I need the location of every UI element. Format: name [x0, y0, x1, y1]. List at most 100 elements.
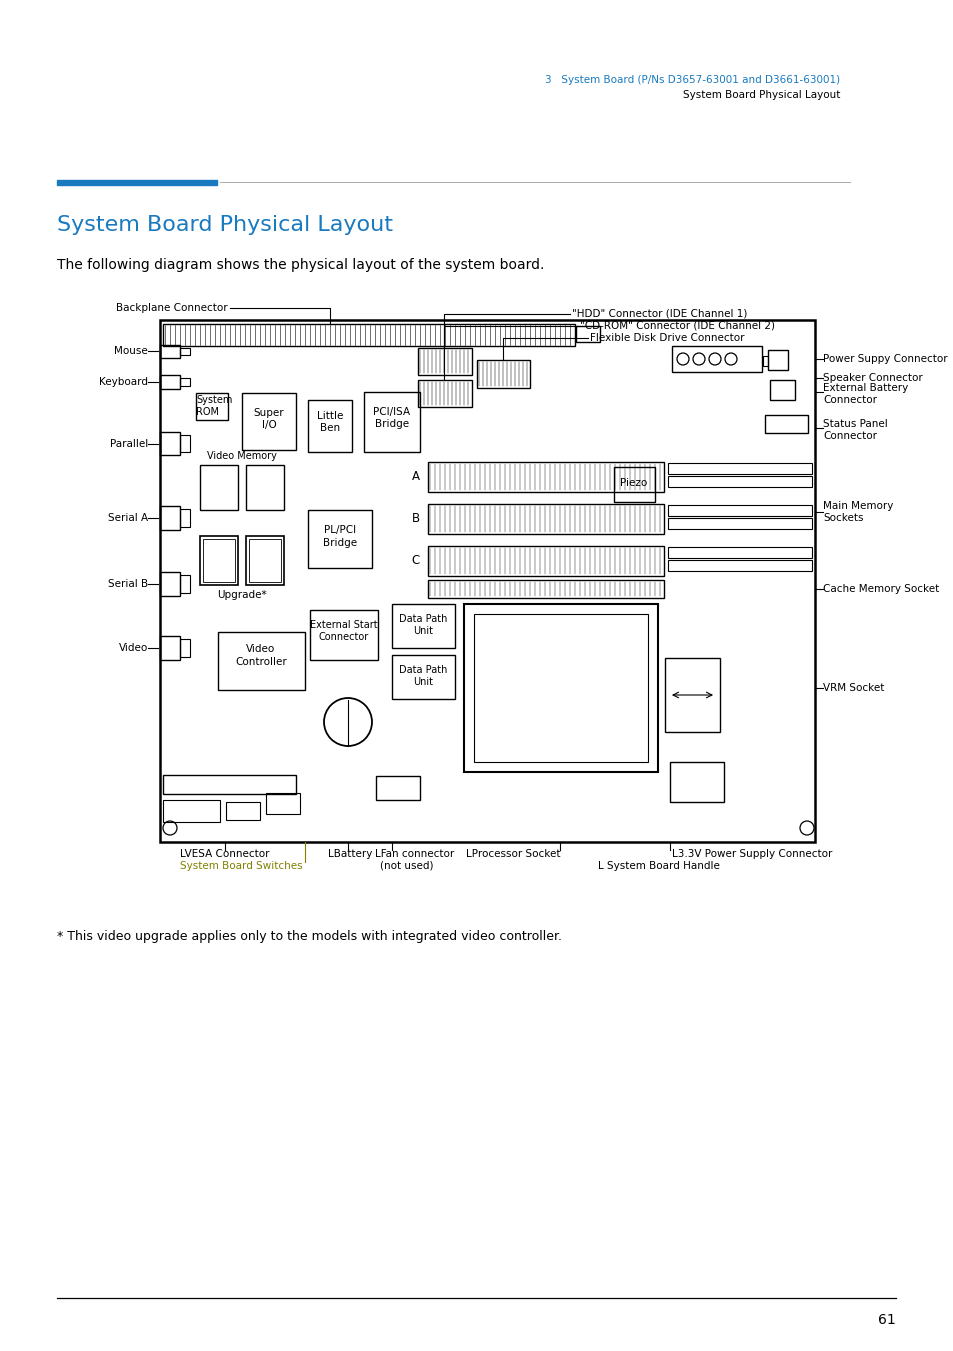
- Bar: [392, 604, 455, 648]
- Text: LProcessor Socket: LProcessor Socket: [465, 848, 560, 859]
- Text: (not used): (not used): [379, 861, 433, 871]
- Text: Bridge: Bridge: [323, 538, 356, 549]
- Text: Connector: Connector: [822, 394, 876, 405]
- Bar: [180, 349, 190, 355]
- Bar: [476, 359, 530, 388]
- Text: 61: 61: [878, 1313, 895, 1327]
- Text: Little: Little: [316, 411, 343, 422]
- Text: Cache Memory Socket: Cache Memory Socket: [822, 584, 939, 594]
- Bar: [769, 380, 794, 400]
- Bar: [667, 547, 811, 558]
- Bar: [226, 802, 260, 820]
- Text: Sockets: Sockets: [822, 513, 862, 523]
- Bar: [266, 793, 299, 815]
- Bar: [417, 349, 472, 376]
- Bar: [364, 392, 419, 453]
- Text: LFan connector: LFan connector: [375, 848, 454, 859]
- Bar: [57, 180, 216, 185]
- Bar: [392, 655, 455, 698]
- Bar: [667, 476, 811, 486]
- Text: I/O: I/O: [261, 420, 276, 430]
- Bar: [200, 536, 237, 585]
- Text: Unit: Unit: [413, 626, 433, 636]
- Bar: [308, 400, 352, 453]
- Text: Keyboard: Keyboard: [99, 377, 148, 386]
- Text: L System Board Handle: L System Board Handle: [598, 861, 720, 871]
- Bar: [163, 324, 575, 346]
- Text: Mouse: Mouse: [114, 346, 148, 357]
- Text: Video Memory: Video Memory: [207, 451, 276, 461]
- Bar: [195, 393, 228, 420]
- Bar: [614, 467, 655, 503]
- Bar: [667, 505, 811, 516]
- Bar: [308, 509, 372, 567]
- Bar: [764, 415, 807, 434]
- Text: Unit: Unit: [413, 677, 433, 688]
- Text: VRM Socket: VRM Socket: [822, 684, 883, 693]
- Bar: [417, 380, 472, 407]
- Bar: [160, 432, 180, 455]
- Bar: [428, 462, 663, 492]
- Text: Parallel: Parallel: [110, 439, 148, 449]
- Bar: [667, 561, 811, 571]
- Bar: [428, 546, 663, 576]
- Text: Flexible Disk Drive Connector: Flexible Disk Drive Connector: [589, 332, 743, 343]
- Text: B: B: [412, 512, 419, 526]
- Text: Piezo: Piezo: [619, 478, 647, 488]
- Text: System Board Physical Layout: System Board Physical Layout: [682, 91, 840, 100]
- Text: The following diagram shows the physical layout of the system board.: The following diagram shows the physical…: [57, 258, 544, 272]
- Text: "CD-ROM" Connector (IDE Channel 2): "CD-ROM" Connector (IDE Channel 2): [579, 322, 774, 331]
- Bar: [218, 632, 305, 690]
- Bar: [762, 357, 767, 366]
- Bar: [163, 800, 220, 821]
- Bar: [671, 346, 761, 372]
- Bar: [664, 658, 720, 732]
- Bar: [180, 576, 190, 593]
- Bar: [203, 539, 234, 582]
- Bar: [200, 465, 237, 509]
- Bar: [667, 463, 811, 474]
- Bar: [242, 393, 295, 450]
- Text: LVESA Connector: LVESA Connector: [180, 848, 269, 859]
- Bar: [767, 350, 787, 370]
- Text: External Battery: External Battery: [822, 382, 907, 393]
- Text: Connector: Connector: [822, 431, 876, 440]
- Bar: [667, 517, 811, 530]
- Text: Serial A: Serial A: [108, 513, 148, 523]
- Text: System: System: [195, 394, 233, 405]
- Bar: [428, 504, 663, 534]
- Text: Bridge: Bridge: [375, 419, 409, 430]
- Text: PL/PCI: PL/PCI: [324, 526, 355, 535]
- Bar: [160, 345, 180, 358]
- Text: "HDD" Connector (IDE Channel 1): "HDD" Connector (IDE Channel 1): [572, 309, 746, 319]
- Bar: [180, 435, 190, 453]
- Text: Controller: Controller: [234, 657, 287, 667]
- Bar: [160, 636, 180, 661]
- Bar: [160, 507, 180, 530]
- Text: A: A: [412, 470, 419, 484]
- Text: Video: Video: [246, 644, 275, 654]
- Text: Data Path: Data Path: [398, 613, 447, 624]
- Bar: [160, 571, 180, 596]
- Bar: [463, 604, 658, 771]
- Text: PCI/ISA: PCI/ISA: [373, 407, 410, 417]
- Bar: [163, 775, 295, 794]
- Bar: [246, 465, 284, 509]
- Text: Super: Super: [253, 408, 284, 417]
- Text: Speaker Connector: Speaker Connector: [822, 373, 922, 382]
- Text: System Board Switches: System Board Switches: [180, 861, 302, 871]
- Bar: [160, 320, 814, 842]
- Text: Video: Video: [118, 643, 148, 653]
- Text: * This video upgrade applies only to the models with integrated video controller: * This video upgrade applies only to the…: [57, 929, 561, 943]
- Bar: [246, 536, 284, 585]
- Text: LBattery: LBattery: [328, 848, 372, 859]
- Text: Serial B: Serial B: [108, 580, 148, 589]
- Bar: [180, 509, 190, 527]
- Text: Status Panel: Status Panel: [822, 419, 887, 430]
- Text: C: C: [412, 554, 419, 567]
- Text: Main Memory: Main Memory: [822, 501, 892, 511]
- Bar: [428, 580, 663, 598]
- Bar: [180, 639, 190, 657]
- Bar: [576, 326, 599, 342]
- Bar: [249, 539, 281, 582]
